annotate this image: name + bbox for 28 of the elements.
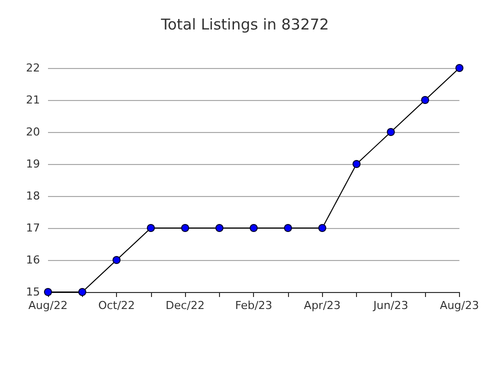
x-tick-label: Apr/23	[304, 299, 341, 312]
y-tick-label: 17	[26, 222, 40, 234]
point	[386, 128, 395, 136]
x-tick-label: Feb/23	[235, 299, 272, 312]
y-tick-label: 16	[26, 254, 40, 266]
y-tick-label: 21	[26, 94, 40, 106]
x-tick-label: Jun/23	[372, 299, 408, 312]
y-tick-label: 19	[26, 158, 40, 170]
x-tick-label: Aug/23	[440, 299, 480, 312]
y-tick-label: 20	[26, 126, 40, 138]
point	[250, 224, 258, 232]
x-tick-label: Dec/22	[166, 299, 205, 312]
y-tick-label: 18	[26, 190, 40, 202]
point	[146, 224, 155, 232]
point	[318, 224, 326, 232]
point	[181, 224, 190, 232]
point	[78, 288, 86, 296]
point	[421, 96, 430, 104]
x-tick-label: Aug/22	[28, 299, 68, 312]
point	[112, 256, 121, 264]
point	[284, 224, 292, 232]
point	[352, 160, 361, 168]
y-tick-label: 15	[26, 286, 40, 298]
point	[455, 64, 464, 72]
point	[215, 224, 224, 232]
chart-title: Total Listings in 83272	[160, 16, 329, 34]
x-tick-label: Oct/22	[98, 299, 135, 312]
y-tick-label: 22	[26, 62, 40, 74]
